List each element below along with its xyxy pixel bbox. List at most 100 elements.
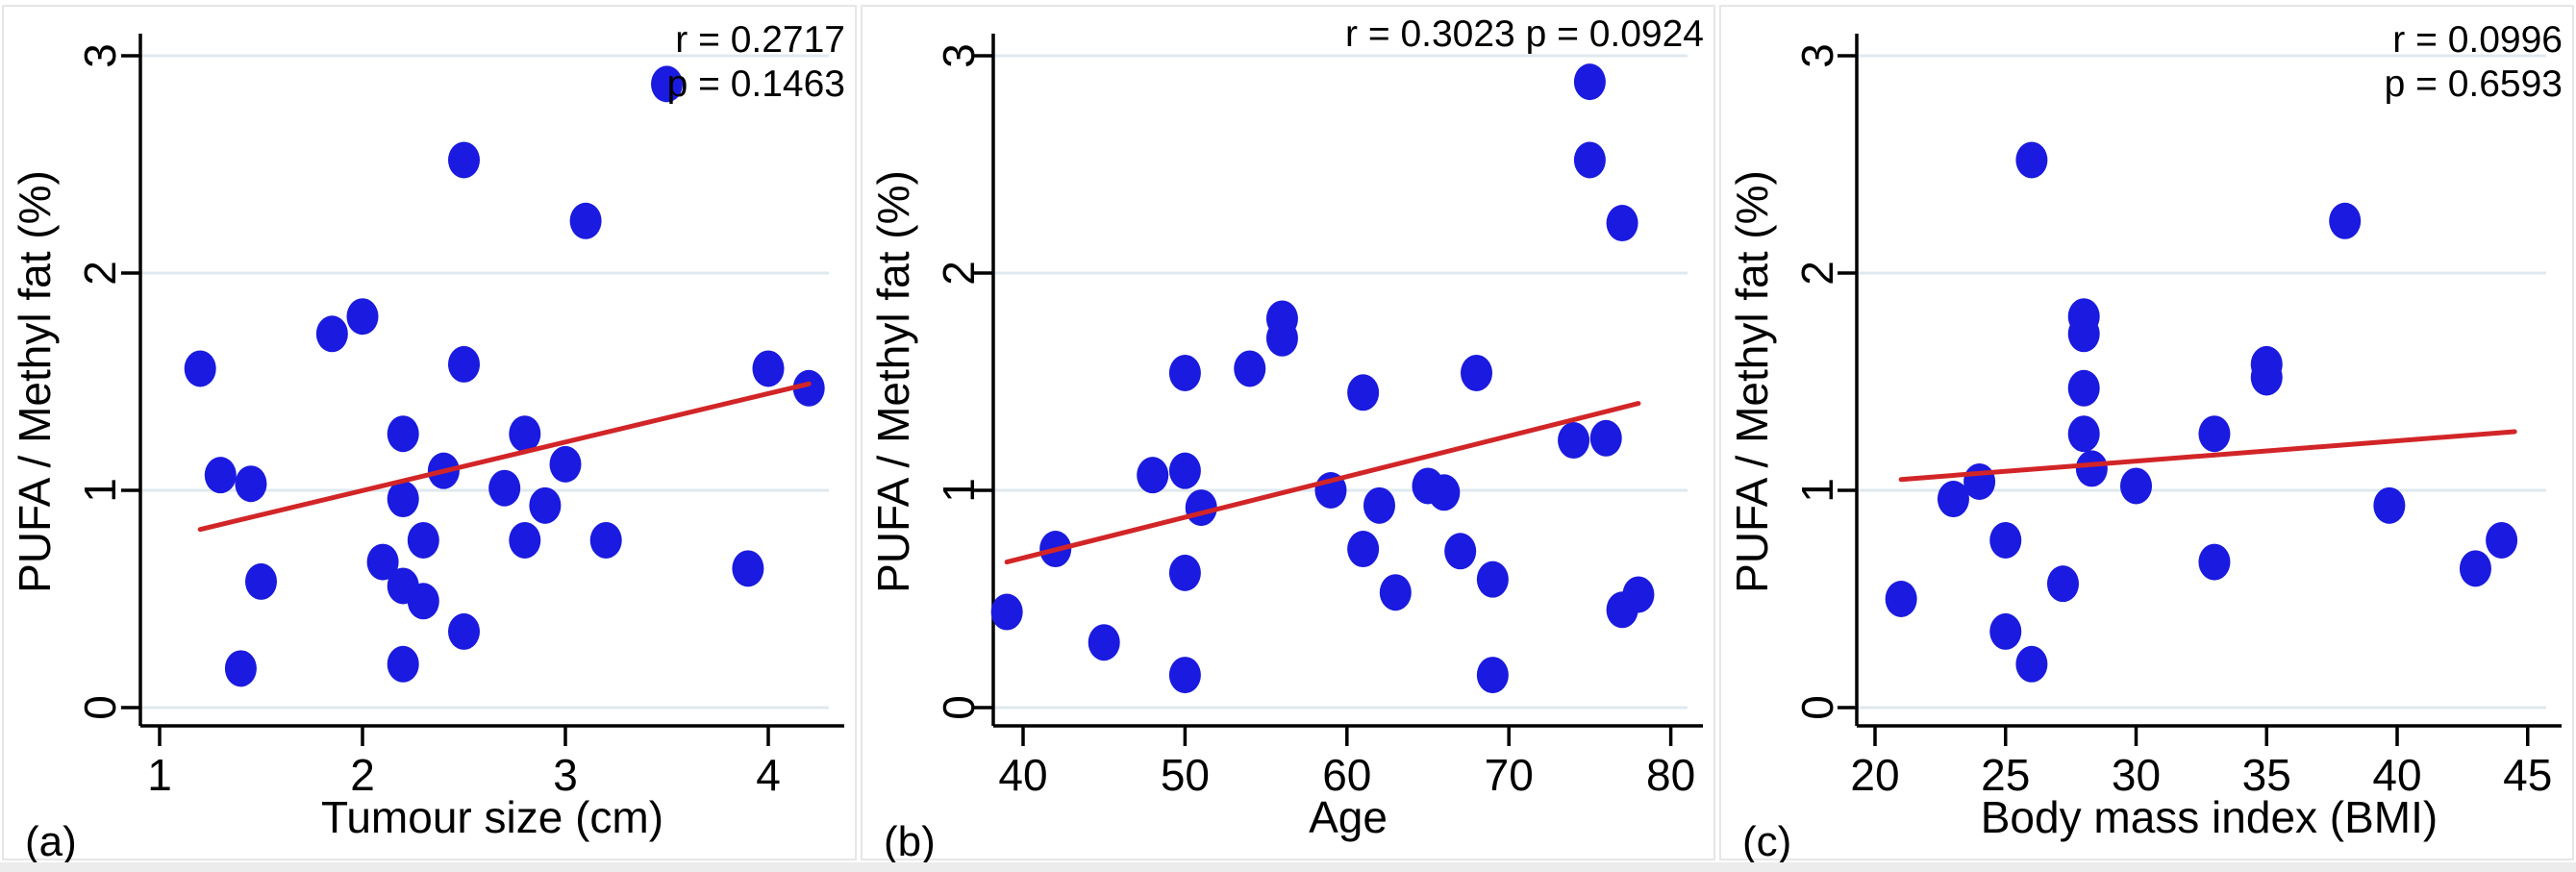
data-point: [2198, 415, 2231, 453]
x-tick-label: 2: [350, 750, 375, 800]
regression-line: [1898, 429, 2517, 483]
data-point: [1606, 205, 1638, 242]
data-point: [346, 298, 379, 336]
scatter-plot-tumour-size: 0 1 2 3 1 2 3 4 Tumour size (cm) PUFA / Methyl fa…: [2, 5, 857, 865]
x-tick-label: 80: [1646, 750, 1695, 800]
panel-b-age: 0 1 2 3 40 50 60 70 80 Age PUFA / Methyl fat (%) (b…: [859, 0, 1717, 872]
panel-border: [2, 5, 857, 860]
y-tick-label: 0: [934, 695, 984, 720]
data-point: [589, 521, 622, 559]
data-point: [1347, 531, 1380, 568]
data-point: [1168, 354, 1201, 391]
data-point: [1989, 521, 2022, 559]
data-point: [1363, 486, 1395, 524]
x-tick-label: 40: [998, 750, 1047, 800]
legend-r-value: r = 0.3023 p = 0.0924: [1345, 13, 1704, 55]
data-point: [184, 350, 216, 387]
data-point: [448, 141, 480, 179]
data-point: [2120, 467, 2152, 505]
data-point: [752, 350, 785, 387]
data-point: [1185, 489, 1217, 527]
data-point: [407, 521, 439, 559]
data-point: [2067, 415, 2100, 453]
data-point: [204, 457, 237, 494]
data-point: [2250, 359, 2283, 396]
x-axis-title: Age: [1309, 792, 1388, 842]
legend-r-value: r = 0.2717: [675, 19, 845, 61]
data-point: [235, 465, 267, 503]
y-tick-label: 3: [1792, 43, 1842, 68]
data-point: [407, 583, 439, 620]
data-point: [387, 645, 419, 683]
data-point: [2067, 369, 2100, 407]
data-point: [1989, 612, 2022, 650]
data-point: [1168, 452, 1201, 489]
x-tick-label: 45: [2503, 750, 2552, 800]
y-tick-label: 1: [1792, 478, 1842, 503]
data-point: [1137, 457, 1169, 494]
y-tick-label: 1: [75, 478, 125, 503]
x-tick-label: 35: [2242, 750, 2291, 800]
data-point: [1963, 462, 1996, 500]
data-point: [2075, 450, 2108, 487]
data-point: [1444, 533, 1477, 570]
y-axis-title: PUFA / Methyl fat (%): [868, 170, 918, 593]
panel-letter: (c): [1742, 818, 1791, 865]
data-point: [1937, 481, 1969, 518]
y-axis-title: PUFA / Methyl fat (%): [1727, 170, 1777, 593]
data-point: [651, 65, 683, 103]
x-tick-label: 40: [2372, 750, 2421, 800]
data-point: [245, 562, 277, 600]
y-tick-label: 2: [1792, 261, 1842, 286]
data-point: [1379, 574, 1412, 611]
panel-a-tumour-size: 0 1 2 3 1 2 3 4 Tumour size (cm) PUFA / Methyl fa…: [0, 0, 859, 872]
data-point: [488, 469, 521, 507]
data-point: [1428, 474, 1461, 511]
y-tick-label: 3: [75, 43, 125, 68]
panel-letter: (a): [25, 818, 77, 865]
panel-letter: (b): [884, 818, 936, 865]
scatter-plot-bmi: 0 1 2 3 20 25 30 35 40 45 Body mass index (BMI) PUF…: [1719, 5, 2574, 865]
data-point: [529, 486, 562, 524]
data-point: [1347, 374, 1380, 411]
data-point: [224, 650, 257, 687]
data-point: [732, 550, 764, 587]
x-tick-label: 1: [147, 750, 172, 800]
panel-border: [861, 5, 1715, 860]
x-axis-title: Body mass index (BMI): [1981, 792, 2438, 842]
x-tick-label: 4: [756, 750, 781, 800]
data-point: [2459, 550, 2491, 587]
x-tick-label: 60: [1322, 750, 1371, 800]
data-point: [315, 315, 348, 353]
data-point: [1168, 657, 1201, 694]
data-point: [2486, 521, 2518, 559]
y-tick-label: 3: [934, 43, 984, 68]
y-tick-label: 0: [1792, 695, 1842, 720]
regression-line: [197, 381, 812, 533]
data-point: [2198, 543, 2231, 581]
data-point: [549, 445, 582, 483]
y-tick-label: 1: [934, 478, 984, 503]
data-point: [2067, 315, 2100, 353]
data-point: [1589, 419, 1622, 457]
legend-p-value: p = 0.6593: [2385, 63, 2563, 105]
x-tick-label: 70: [1485, 750, 1534, 800]
data-point: [1558, 422, 1590, 460]
data-point: [1234, 350, 1266, 387]
data-point: [1573, 63, 1606, 101]
data-point: [2329, 202, 2362, 239]
data-point: [509, 521, 541, 559]
data-point: [1573, 141, 1606, 179]
data-point: [448, 345, 480, 383]
data-point: [448, 612, 480, 650]
x-axis-title: Tumour size (cm): [321, 792, 663, 842]
data-point: [1476, 657, 1509, 694]
panel-c-bmi: 0 1 2 3 20 25 30 35 40 45 Body mass index (BMI) PUF…: [1717, 0, 2576, 872]
data-point: [569, 202, 602, 239]
legend-r-value: r = 0.0996: [2392, 19, 2563, 61]
data-point: [2015, 645, 2048, 683]
data-point: [1476, 561, 1509, 598]
data-point: [2373, 486, 2406, 524]
data-point: [509, 415, 541, 453]
